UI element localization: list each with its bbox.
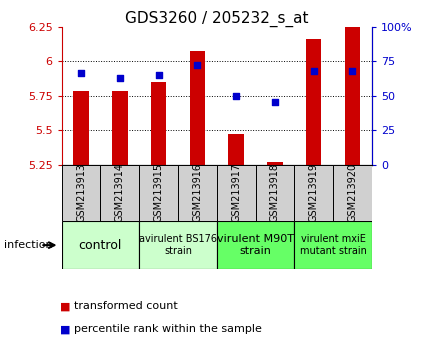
- Text: ■: ■: [60, 324, 70, 334]
- Bar: [151, 82, 166, 165]
- Bar: [217, 221, 294, 269]
- Bar: [267, 162, 283, 165]
- Bar: [255, 165, 294, 221]
- Point: [155, 72, 162, 78]
- Bar: [62, 165, 100, 221]
- Bar: [294, 221, 372, 269]
- Bar: [100, 165, 139, 221]
- Text: GSM213918: GSM213918: [270, 164, 280, 222]
- Bar: [139, 221, 217, 269]
- Text: avirulent BS176
strain: avirulent BS176 strain: [139, 234, 217, 256]
- Text: ■: ■: [60, 301, 70, 311]
- Text: GSM213913: GSM213913: [76, 164, 86, 222]
- Text: virulent mxiE
mutant strain: virulent mxiE mutant strain: [300, 234, 366, 256]
- Text: infection: infection: [4, 240, 53, 250]
- Point: [272, 100, 278, 105]
- Point: [310, 68, 317, 74]
- Bar: [228, 134, 244, 165]
- Text: GSM213915: GSM213915: [153, 163, 164, 223]
- Title: GDS3260 / 205232_s_at: GDS3260 / 205232_s_at: [125, 10, 309, 27]
- Point: [349, 68, 356, 74]
- Text: transformed count: transformed count: [74, 301, 178, 311]
- Point: [78, 71, 85, 76]
- Bar: [345, 27, 360, 165]
- Text: GSM213914: GSM213914: [115, 164, 125, 222]
- Text: control: control: [79, 239, 122, 252]
- Bar: [178, 165, 217, 221]
- Bar: [139, 165, 178, 221]
- Bar: [306, 39, 321, 165]
- Bar: [333, 165, 372, 221]
- Text: GSM213917: GSM213917: [231, 163, 241, 223]
- Text: GSM213916: GSM213916: [193, 164, 202, 222]
- Bar: [62, 221, 139, 269]
- Bar: [190, 51, 205, 165]
- Bar: [294, 165, 333, 221]
- Point: [116, 75, 123, 80]
- Text: GSM213920: GSM213920: [348, 163, 357, 223]
- Point: [233, 93, 240, 98]
- Point: [194, 62, 201, 68]
- Text: GSM213919: GSM213919: [309, 164, 319, 222]
- Text: percentile rank within the sample: percentile rank within the sample: [74, 324, 262, 334]
- Bar: [73, 91, 89, 165]
- Bar: [112, 91, 128, 165]
- Text: virulent M90T
strain: virulent M90T strain: [217, 234, 294, 256]
- Bar: [217, 165, 255, 221]
